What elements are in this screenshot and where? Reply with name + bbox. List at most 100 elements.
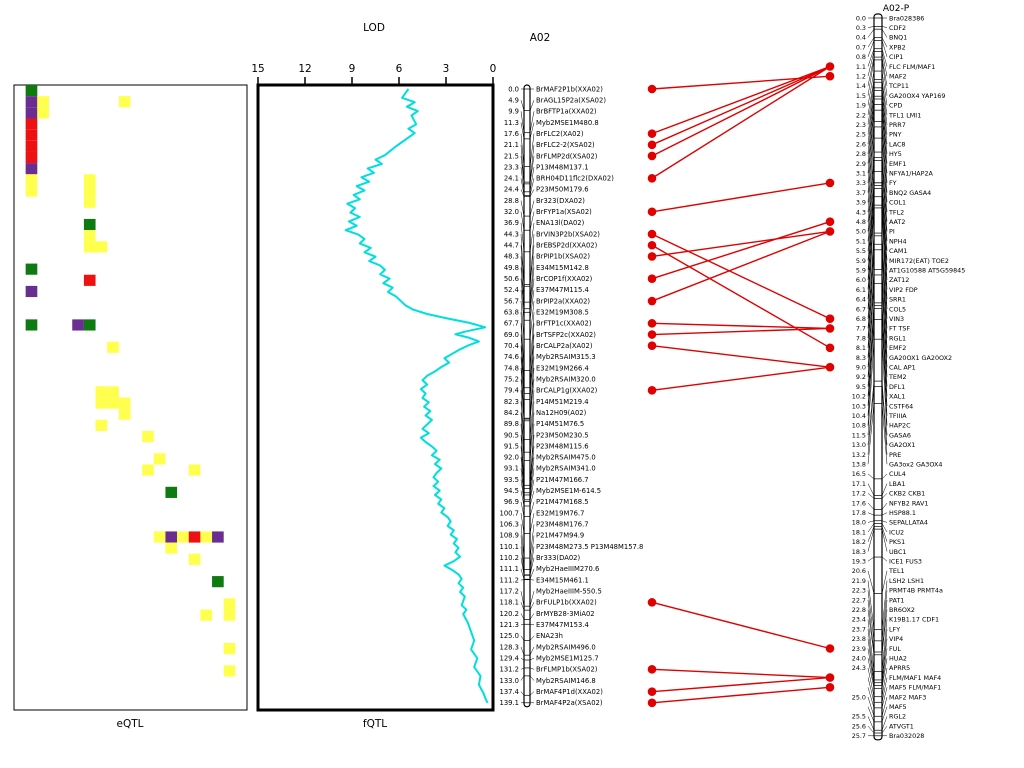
a02p-locus-name: NFYA1/HAP2A bbox=[889, 170, 934, 178]
heatmap-cell bbox=[37, 96, 49, 108]
a02p-locus-name: K19B1.17 CDF1 bbox=[889, 616, 939, 624]
a02p-locus-name-line bbox=[881, 59, 888, 96]
a02p-locus-pos-line bbox=[867, 182, 875, 271]
a02p-locus-position: 6.8 bbox=[856, 315, 866, 323]
a02-marker-position: 69.0 bbox=[504, 331, 519, 339]
a02-marker-name: Myb2HaeIIIM-550.5 bbox=[536, 588, 602, 596]
a02p-locus-pos-line bbox=[867, 502, 875, 510]
heatmap-cell bbox=[95, 241, 108, 253]
a02p-locus-name-line bbox=[881, 71, 888, 106]
a02p-locus-pos-line bbox=[867, 79, 875, 116]
a02p-locus-name: VIN3 bbox=[889, 315, 904, 323]
a02p-locus-name: APRR5 bbox=[889, 664, 910, 672]
a02p-locus-position: 9.5 bbox=[856, 383, 866, 391]
a02p-locus-name: PRR7 bbox=[889, 121, 906, 129]
a02p-locus-position: 2.2 bbox=[856, 111, 866, 119]
a02-marker-name-line bbox=[529, 412, 535, 461]
a02-marker-name-line bbox=[529, 423, 535, 486]
a02p-locus-position: 10.2 bbox=[852, 393, 866, 401]
a02-marker-position: 9.9 bbox=[508, 108, 519, 116]
a02p-locus-name: PRMT4B PRMT4a bbox=[889, 587, 943, 595]
a02-marker-pos-line bbox=[520, 189, 525, 197]
heatmap-cell bbox=[188, 553, 201, 565]
a02p-locus-position: 0.4 bbox=[856, 34, 866, 42]
a02-marker-name: BrFLC2(XA02) bbox=[536, 130, 584, 138]
a02-marker-position: 44.7 bbox=[504, 242, 519, 250]
a02p-locus-name: BR6OX2 bbox=[889, 606, 915, 614]
a02-marker-name: P21M47M166.7 bbox=[536, 476, 589, 484]
a02-marker-pos-line bbox=[520, 312, 525, 371]
a02p-locus-pos-line bbox=[867, 51, 875, 77]
a02-marker-name-line bbox=[529, 513, 535, 534]
a02p-locus-pos-line bbox=[867, 104, 875, 174]
a02-marker-name: BrMAF2P1b(XXA02) bbox=[536, 85, 603, 93]
a02-marker-position: 50.6 bbox=[504, 275, 519, 283]
heatmap-cell bbox=[200, 531, 213, 543]
a02-marker-name: BrBFTP1a(XXA02) bbox=[536, 108, 597, 116]
a02-marker-position: 48.3 bbox=[504, 253, 519, 261]
lod-curve bbox=[344, 88, 489, 704]
a02p-locus-pos-line bbox=[867, 526, 875, 542]
a02p-locus-name-line bbox=[881, 706, 888, 722]
a02-marker-name-line bbox=[529, 646, 535, 656]
a02-marker-name: BrEBSP2d(XXA02) bbox=[536, 242, 598, 250]
a02p-locus-pos-line bbox=[867, 386, 875, 455]
a02p-locus-pos-line bbox=[867, 71, 875, 106]
a02p-locus-name-line bbox=[881, 629, 888, 680]
heatmap-cell bbox=[223, 609, 236, 621]
a02-marker-position: 93.5 bbox=[504, 476, 519, 484]
a02p-locus-pos-line bbox=[867, 57, 875, 86]
a02p-locus-name-line bbox=[881, 98, 888, 164]
a02p-locus-name-line bbox=[881, 37, 888, 48]
a02p-locus-position: 4.8 bbox=[856, 218, 866, 226]
a02-marker-pos-line bbox=[520, 278, 525, 313]
a02p-locus-pos-line bbox=[867, 706, 875, 722]
a02-marker-pos-line bbox=[520, 557, 525, 576]
a02-marker-name-line bbox=[529, 691, 535, 696]
a02-marker-position: 79.4 bbox=[504, 387, 519, 395]
a02-marker-position: 32.0 bbox=[504, 208, 519, 216]
a02p-locus-name: RGL2 bbox=[889, 713, 906, 721]
a02p-locus-name: LBA1 bbox=[889, 480, 905, 488]
a02p-locus-name: TCP11 bbox=[888, 82, 909, 90]
a02-marker-name: E34M15M461.1 bbox=[536, 576, 589, 584]
a02p-locus-name: TFL1 LMI1 bbox=[888, 111, 921, 119]
heatmap-cell bbox=[25, 319, 38, 331]
heatmap-cell bbox=[25, 163, 38, 175]
a02p-locus-name-line bbox=[881, 283, 888, 387]
a02p-locus-name-line bbox=[881, 87, 888, 135]
fqtl-panel-frame bbox=[256, 83, 495, 712]
a02-marker-position: 111.2 bbox=[500, 576, 519, 584]
a02p-locus-name: VIP2 FDP bbox=[889, 286, 918, 294]
a02p-locus-pos-line bbox=[867, 473, 875, 480]
a02p-locus-name: CSTF64 bbox=[889, 402, 913, 410]
a02-marker-name: E32M19M266.4 bbox=[536, 364, 589, 372]
a02p-locus-name-line bbox=[881, 126, 888, 203]
a02-marker-name: BrFYP1a(XSA02) bbox=[536, 208, 592, 216]
a02-marker-name: BrFLC2-2(XSA02) bbox=[536, 141, 595, 149]
a02-marker-pos-line bbox=[520, 546, 525, 575]
a02p-locus-name: MAF5 FLM/MAF1 bbox=[889, 684, 941, 692]
a02p-locus-pos-line bbox=[867, 638, 875, 683]
homology-dot-left bbox=[647, 151, 657, 161]
a02p-locus-position: 11.5 bbox=[852, 431, 866, 439]
a02p-locus-pos-line bbox=[867, 196, 875, 300]
a02p-locus-position: 6.0 bbox=[856, 276, 866, 284]
a02-marker-name: Myb2HaeIIIM270.6 bbox=[536, 565, 599, 573]
a02p-locus-position: 5.1 bbox=[856, 237, 866, 245]
a02p-locus-name: CPD bbox=[889, 102, 902, 110]
a02-marker-name-line bbox=[529, 222, 535, 252]
a02-marker-name: Na12H09(A02) bbox=[536, 409, 587, 417]
a02p-locus-position: 22.7 bbox=[852, 596, 866, 604]
a02-marker-name-line bbox=[529, 211, 535, 231]
a02p-locus-name-line bbox=[881, 40, 888, 57]
a02p-locus-name-line bbox=[881, 79, 888, 116]
heatmap-cell bbox=[25, 151, 38, 164]
a02p-locus-name: TEM2 bbox=[888, 373, 907, 381]
a02p-locus-position: 2.6 bbox=[856, 140, 866, 148]
a02-marker-position: 89.8 bbox=[504, 420, 519, 428]
a02-marker-name: BrPIP1b(XSA02) bbox=[536, 253, 590, 261]
a02p-locus-name: ATVGT1 bbox=[889, 722, 914, 730]
homology-connectors bbox=[647, 62, 835, 708]
